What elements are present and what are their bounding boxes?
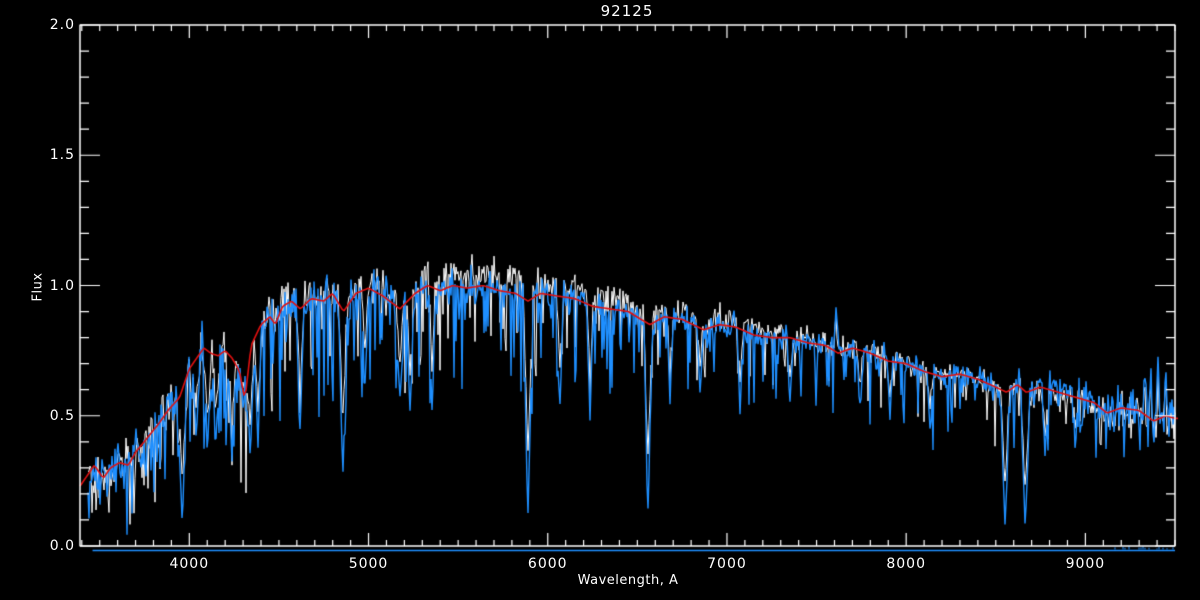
x-tick-label: 8000 <box>886 556 926 572</box>
y-tick-label: 2.0 <box>49 17 75 33</box>
y-tick-label: 0.0 <box>49 538 75 554</box>
plot-title: 92125 <box>600 2 654 20</box>
x-tick-label: 4000 <box>169 556 210 572</box>
x-axis-title: Wavelength, A <box>577 573 679 588</box>
y-tick-label: 1.5 <box>49 147 75 164</box>
x-tick-label: 9000 <box>1065 556 1106 572</box>
x-tick-label: 7000 <box>707 556 747 572</box>
x-tick-label: 5000 <box>348 556 389 572</box>
x-tick-label: 6000 <box>527 556 568 572</box>
y-tick-label: 0.5 <box>49 407 75 424</box>
y-tick-label: 1.0 <box>49 277 75 294</box>
